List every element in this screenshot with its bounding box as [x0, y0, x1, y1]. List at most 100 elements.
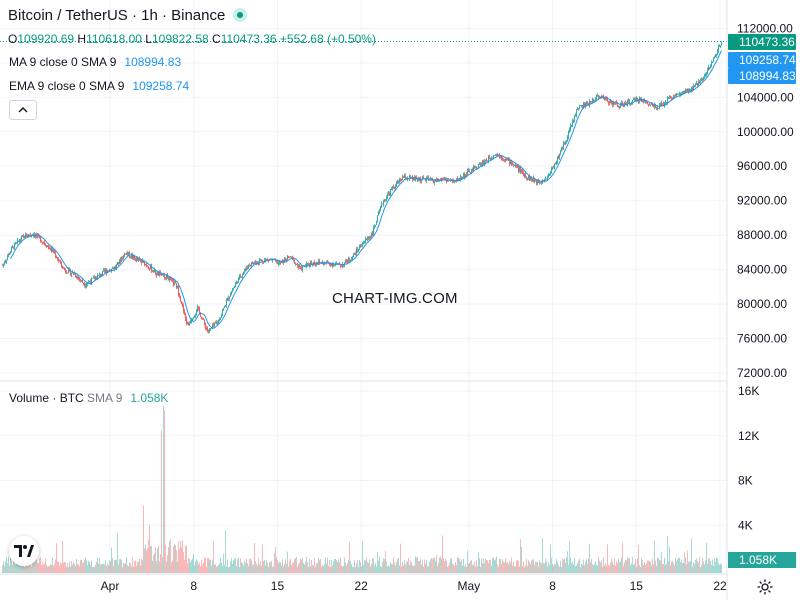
candle-body[interactable]: [355, 253, 356, 255]
candle-body[interactable]: [405, 175, 406, 179]
candle-body[interactable]: [487, 160, 488, 162]
candle-body[interactable]: [598, 95, 599, 98]
candle-body[interactable]: [222, 310, 223, 315]
candle-body[interactable]: [158, 272, 159, 276]
candle-body[interactable]: [238, 277, 239, 283]
candle-body[interactable]: [695, 84, 696, 86]
candle-body[interactable]: [426, 178, 427, 181]
candle-body[interactable]: [253, 262, 254, 264]
candle-body[interactable]: [506, 158, 507, 160]
candle-body[interactable]: [265, 259, 266, 261]
candle-body[interactable]: [43, 242, 44, 243]
candle-body[interactable]: [219, 319, 220, 321]
candle-body[interactable]: [31, 234, 32, 236]
candle-body[interactable]: [618, 106, 619, 107]
candle-body[interactable]: [635, 98, 636, 100]
candle-body[interactable]: [61, 261, 62, 266]
candle-body[interactable]: [81, 280, 82, 281]
candle-body[interactable]: [687, 89, 688, 92]
candle-body[interactable]: [9, 254, 10, 255]
candle-body[interactable]: [471, 168, 472, 173]
candle-body[interactable]: [52, 249, 53, 252]
candle-body[interactable]: [578, 108, 579, 110]
candle-body[interactable]: [70, 269, 71, 275]
candle-body[interactable]: [551, 168, 552, 174]
candle-body[interactable]: [603, 96, 604, 99]
candle-body[interactable]: [223, 307, 224, 311]
candle-body[interactable]: [478, 164, 479, 169]
candle-body[interactable]: [550, 173, 551, 175]
candle-body[interactable]: [161, 273, 162, 276]
collapse-legend-button[interactable]: [9, 100, 37, 120]
candle-body[interactable]: [240, 275, 241, 277]
candle-body[interactable]: [464, 174, 465, 178]
candle-body[interactable]: [198, 307, 199, 309]
candle-body[interactable]: [502, 158, 503, 160]
candle-body[interactable]: [524, 174, 525, 176]
candle-body[interactable]: [10, 251, 11, 255]
candle-body[interactable]: [91, 278, 92, 284]
candle-body[interactable]: [331, 263, 332, 266]
candle-body[interactable]: [710, 66, 711, 69]
candle-body[interactable]: [689, 88, 690, 92]
candle-body[interactable]: [667, 98, 668, 103]
candle-body[interactable]: [375, 224, 376, 227]
candle-body[interactable]: [205, 323, 206, 329]
candle-body[interactable]: [480, 163, 481, 166]
candle-body[interactable]: [131, 255, 132, 258]
candle-body[interactable]: [56, 256, 57, 258]
candle-body[interactable]: [450, 180, 451, 182]
candle-body[interactable]: [400, 178, 401, 180]
candle-body[interactable]: [188, 324, 189, 326]
candle-body[interactable]: [569, 129, 570, 133]
candle-body[interactable]: [60, 261, 61, 263]
candle-body[interactable]: [609, 102, 610, 104]
candle-body[interactable]: [289, 256, 290, 258]
candle-body[interactable]: [628, 100, 629, 102]
candle-body[interactable]: [694, 85, 695, 87]
candle-body[interactable]: [379, 210, 380, 213]
candle-body[interactable]: [293, 258, 294, 260]
candle-body[interactable]: [366, 239, 367, 240]
candle-body[interactable]: [651, 104, 652, 106]
candle-body[interactable]: [77, 277, 78, 278]
candle-body[interactable]: [699, 81, 700, 83]
candle-body[interactable]: [612, 102, 613, 105]
candle-body[interactable]: [169, 277, 170, 281]
candle-body[interactable]: [197, 307, 198, 312]
candle-body[interactable]: [195, 314, 196, 316]
candle-body[interactable]: [26, 234, 27, 237]
candle-body[interactable]: [14, 243, 15, 249]
candle-body[interactable]: [74, 273, 75, 275]
candle-body[interactable]: [368, 237, 369, 239]
candle-body[interactable]: [118, 262, 119, 264]
candle-body[interactable]: [110, 269, 111, 272]
candle-body[interactable]: [531, 177, 532, 180]
candle-body[interactable]: [532, 179, 533, 181]
candle-body[interactable]: [65, 269, 66, 272]
candle-body[interactable]: [719, 45, 720, 47]
candle-body[interactable]: [662, 103, 663, 105]
candle-body[interactable]: [680, 92, 681, 95]
candle-body[interactable]: [594, 100, 595, 102]
candle-body[interactable]: [48, 245, 49, 248]
symbol-title[interactable]: Bitcoin / TetherUS · 1h · Binance: [8, 7, 248, 24]
candle-body[interactable]: [13, 246, 14, 249]
candle-body[interactable]: [707, 69, 708, 74]
candle-body[interactable]: [720, 45, 721, 47]
candle-body[interactable]: [338, 262, 339, 264]
candle-body[interactable]: [89, 281, 90, 283]
candle-body[interactable]: [233, 288, 234, 291]
candle-body[interactable]: [261, 260, 262, 261]
candle-body[interactable]: [644, 100, 645, 103]
candle-body[interactable]: [291, 256, 292, 258]
candle-body[interactable]: [137, 258, 138, 261]
candle-body[interactable]: [601, 95, 602, 98]
candle-body[interactable]: [434, 181, 435, 183]
candle-body[interactable]: [356, 249, 357, 255]
candle-body[interactable]: [182, 304, 183, 306]
candle-body[interactable]: [164, 274, 165, 278]
candle-body[interactable]: [513, 164, 514, 166]
candle-body[interactable]: [402, 177, 403, 180]
candle-body[interactable]: [352, 256, 353, 260]
